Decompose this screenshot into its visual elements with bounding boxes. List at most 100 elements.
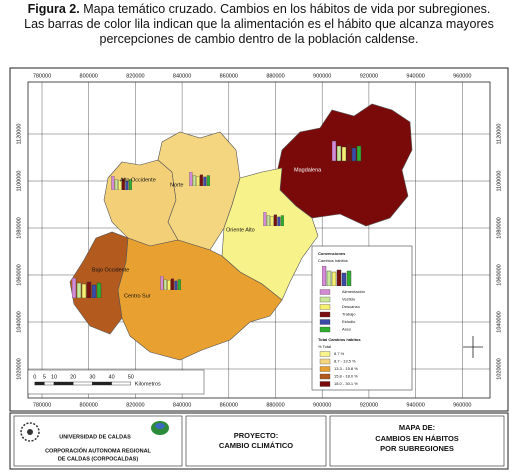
legend-label: 18.0 - 30.1 %	[334, 381, 358, 386]
legend-label: 8.7 - 13.5 %	[334, 359, 356, 364]
x-coord-label: 860000	[220, 402, 238, 408]
region	[221, 167, 319, 301]
scale-label: 0	[33, 374, 36, 380]
y-coord-label: 1060000	[496, 264, 502, 285]
project-name: CAMBIO CLIMÁTICO	[219, 441, 293, 450]
y-coord-label: 1020000	[16, 358, 22, 379]
legend-swatch	[319, 351, 331, 357]
legend-label: Trabajo	[342, 312, 356, 317]
x-coord-label: 900000	[313, 73, 331, 79]
scale-label: 5	[43, 374, 46, 380]
legend-label: Estudio	[342, 319, 356, 324]
y-coord-label: 1100000	[496, 170, 502, 191]
region-label: Norte	[170, 182, 183, 188]
x-coord-label: 880000	[266, 402, 284, 408]
legend-items: Alimentación Vestido Descanso Trabajo Estudi…	[318, 289, 365, 387]
scale-segment	[111, 381, 131, 386]
corporation-name: CORPORACIÓN AUTONOMA REGIONAL	[45, 446, 151, 454]
caption: Figura 2. Mapa temático cruzado. Cambios…	[20, 2, 498, 47]
footer-box	[185, 415, 327, 467]
legend-swatch	[319, 381, 331, 387]
legend-heading: % Total	[318, 344, 331, 349]
x-coord-label: 940000	[406, 402, 424, 408]
legend-swatch	[319, 311, 331, 318]
legend-box	[311, 245, 413, 391]
x-coord-label: 960000	[453, 73, 471, 79]
legend-label: Alimentación	[342, 289, 365, 294]
corpocaldas-logo	[155, 423, 165, 429]
legend-label: Descanso	[342, 304, 361, 309]
y-coord-label: 1080000	[16, 217, 22, 238]
scale-segment	[44, 381, 55, 386]
x-coord-label: 940000	[406, 73, 424, 79]
scale-label: 50	[128, 374, 134, 380]
footer-box	[329, 415, 505, 467]
legend-swatch	[319, 326, 331, 333]
x-coord-label: 880000	[266, 73, 284, 79]
y-coord-label: 1100000	[16, 170, 22, 191]
university-logo	[27, 429, 33, 435]
x-coord-label: 780000	[33, 402, 51, 408]
x-coord-label: 800000	[80, 402, 98, 408]
legend-swatch	[319, 304, 331, 310]
scale-segment	[92, 381, 112, 386]
y-coord-label: 1040000	[16, 311, 22, 332]
legend-swatch	[319, 366, 331, 372]
x-coord-label: 820000	[126, 402, 144, 408]
region-label: Bajo Occidente	[92, 267, 129, 273]
y-coord-label: 1040000	[496, 311, 502, 332]
scale-label: 30	[89, 374, 95, 380]
legend-swatch	[319, 373, 331, 380]
caption-text: Mapa temático cruzado. Cambios en los há…	[24, 2, 494, 46]
x-coord-label: 860000	[220, 73, 238, 79]
scale-label: 10	[51, 374, 57, 380]
y-coord-label: 1020000	[496, 358, 502, 379]
legend-heading: Total Cambios hábitos	[318, 337, 361, 342]
scale-segment	[72, 381, 93, 386]
legend-label: Aseo	[342, 327, 352, 332]
x-coord-label: 840000	[173, 73, 191, 79]
x-coord-label: 920000	[360, 73, 378, 79]
scale-segment	[53, 381, 74, 386]
map-title: MAPA DE:	[399, 423, 435, 432]
legend-label: Vestido	[342, 297, 356, 302]
y-coord-label: 1120000	[496, 123, 502, 144]
scale-label: 40	[109, 374, 115, 380]
caption-label: Figura 2.	[27, 2, 80, 16]
scale-label: 20	[70, 374, 76, 380]
region-label: Alto Occidente	[120, 177, 156, 183]
y-coord-label: 1120000	[16, 123, 22, 144]
legend-subtitle: Cambios hábitos	[318, 258, 348, 263]
map-title: CAMBIOS EN HÁBITOS	[375, 434, 459, 443]
region-label: Magdalena	[294, 167, 322, 173]
legend-swatch	[319, 289, 331, 295]
x-coord-label: 800000	[80, 73, 98, 79]
x-coord-label: 820000	[126, 73, 144, 79]
region-label: Centro Sur	[124, 293, 151, 299]
x-coord-label: 780000	[33, 73, 51, 79]
scale-unit: Kilometros	[135, 381, 161, 387]
legend-swatch	[319, 319, 331, 325]
region	[117, 237, 283, 361]
scale-segment	[34, 381, 45, 386]
legend-label: 15.8 - 18.0 %	[334, 374, 358, 379]
x-coord-label: 960000	[453, 402, 471, 408]
y-coord-label: 1080000	[496, 217, 502, 238]
corporation-name: DE CALDAS (CORPOCALDAS)	[58, 456, 139, 462]
map-title: POR SUBREGIONES	[380, 444, 454, 453]
legend-label: 8.7 %	[334, 351, 345, 356]
project-label: PROYECTO:	[234, 431, 278, 440]
university-name: UNIVERSIDAD DE CALDAS	[59, 434, 131, 440]
y-coord-label: 1060000	[16, 264, 22, 285]
x-coord-label: 840000	[173, 402, 191, 408]
x-coord-label: 920000	[360, 402, 378, 408]
legend-swatch	[319, 358, 331, 365]
legend-swatch	[319, 296, 331, 303]
legend-title: Convenciones	[318, 251, 346, 256]
x-coord-label: 900000	[313, 402, 331, 408]
region-label: Oriente Alto	[226, 227, 255, 233]
legend-label: 13.3 - 15.8 %	[334, 366, 358, 371]
